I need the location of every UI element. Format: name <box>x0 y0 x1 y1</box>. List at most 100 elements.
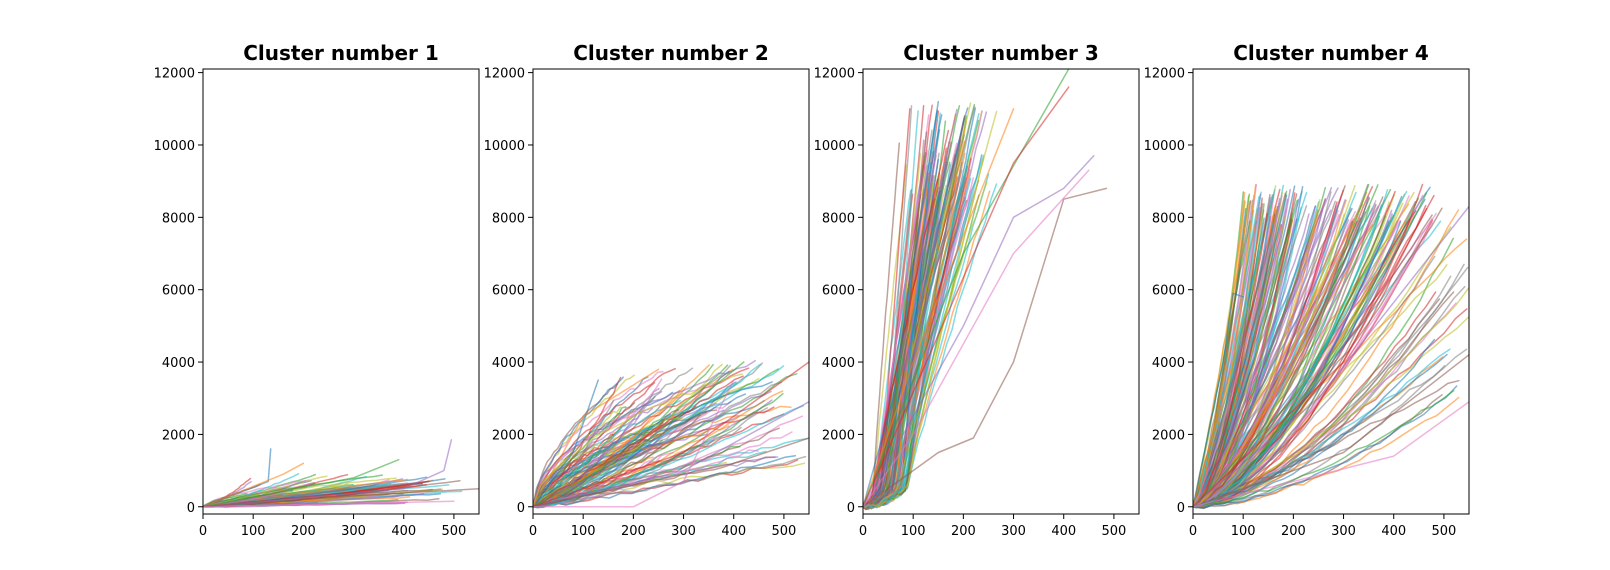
x-tick-label: 100 <box>901 524 926 539</box>
series-line <box>863 108 1015 508</box>
series-line <box>863 187 1108 508</box>
series-line <box>1193 338 1436 509</box>
x-tick-label: 500 <box>441 524 466 539</box>
y-tick-label: 2000 <box>822 428 855 443</box>
y-tick-label: 12000 <box>484 67 525 82</box>
series-line <box>863 155 1095 508</box>
series-line <box>533 409 718 508</box>
series-line <box>533 417 684 508</box>
series-line <box>863 169 1090 508</box>
y-tick-label: 8000 <box>822 211 855 226</box>
cluster-panel-1: Cluster number 1 0 100 200 300 400 500 0 2000 400… <box>154 41 480 539</box>
series-line <box>533 441 614 508</box>
y-tick-label: 6000 <box>492 284 525 299</box>
series-line <box>1193 205 1469 508</box>
y-tick-label: 10000 <box>814 139 855 154</box>
series-line <box>533 361 745 508</box>
axes-frame <box>202 68 480 515</box>
series-line <box>533 379 735 508</box>
series-line <box>1193 184 1370 508</box>
series-line <box>533 437 809 508</box>
x-tick-label: 400 <box>1051 524 1076 539</box>
y-tick-label: 10000 <box>154 139 195 154</box>
series-line <box>1193 221 1354 508</box>
series-line <box>203 500 455 508</box>
x-tick-label: 500 <box>771 524 796 539</box>
series-line <box>533 393 747 508</box>
series-line <box>533 360 756 508</box>
series-line <box>1193 200 1336 508</box>
cluster-panel-4: Cluster number 4 0 100 200 300 400 500 0 2000 400… <box>1144 41 1470 539</box>
series-line <box>1193 183 1424 508</box>
series-line <box>1193 213 1310 508</box>
x-tick-label: 0 <box>1189 524 1197 539</box>
x-tick-label: 0 <box>859 524 867 539</box>
y-tick-label: 2000 <box>162 428 195 443</box>
series-line <box>1193 396 1460 508</box>
y-tick-label: 4000 <box>1152 356 1185 371</box>
y-tick-label: 6000 <box>1152 284 1185 299</box>
series-line <box>1193 292 1244 508</box>
x-tick-label: 100 <box>571 524 596 539</box>
series-line <box>1193 389 1455 508</box>
y-tick-label: 12000 <box>154 67 195 82</box>
axes-frame <box>1192 68 1470 515</box>
x-tick-label: 500 <box>1431 524 1456 539</box>
x-tick-label: 200 <box>621 524 646 539</box>
series-line <box>1193 198 1299 508</box>
series-line <box>1193 184 1257 508</box>
series-group <box>863 69 1108 511</box>
series-line <box>1193 353 1448 508</box>
series-line <box>533 368 660 508</box>
series-line <box>533 414 701 508</box>
series-line <box>203 480 430 508</box>
series-line <box>533 361 809 508</box>
x-tick-label: 100 <box>1231 524 1256 539</box>
series-line <box>1193 401 1469 508</box>
series-line <box>1193 184 1356 508</box>
series-line <box>1193 195 1260 508</box>
y-tick-label: 2000 <box>1152 428 1185 443</box>
y-tick-label: 4000 <box>162 356 195 371</box>
y-tick-label: 12000 <box>1144 67 1185 82</box>
cluster-panel-2: Cluster number 2 0 100 200 300 400 500 0 2000 400… <box>484 41 810 539</box>
x-tick-label: 200 <box>1281 524 1306 539</box>
x-tick-label: 300 <box>671 524 696 539</box>
y-tick-label: 10000 <box>1144 139 1185 154</box>
x-tick-label: 200 <box>291 524 316 539</box>
series-line <box>1193 354 1469 508</box>
series-line <box>533 376 649 508</box>
series-group <box>203 439 479 508</box>
series-line <box>863 161 963 508</box>
series-line <box>1193 200 1377 508</box>
y-tick-label: 0 <box>1177 501 1185 516</box>
series-line <box>1193 255 1436 508</box>
y-tick-label: 6000 <box>162 284 195 299</box>
x-tick-label: 0 <box>529 524 537 539</box>
series-line <box>1193 287 1469 508</box>
series-line <box>863 183 998 508</box>
series-line <box>203 462 305 508</box>
series-line <box>533 379 599 508</box>
series-line <box>1193 385 1458 509</box>
x-tick-label: 400 <box>1381 524 1406 539</box>
y-tick-label: 4000 <box>822 356 855 371</box>
series-line <box>863 69 1070 508</box>
chart-title: Cluster number 1 <box>243 41 439 65</box>
axes-frame <box>862 68 1140 515</box>
y-tick-label: 0 <box>517 501 525 516</box>
series-line <box>863 149 929 509</box>
chart-title: Cluster number 3 <box>903 41 1099 65</box>
series-line <box>533 370 730 508</box>
series-line <box>533 377 730 508</box>
y-tick-label: 6000 <box>822 284 855 299</box>
chart-title: Cluster number 4 <box>1233 41 1429 65</box>
x-tick-label: 500 <box>1101 524 1126 539</box>
series-line <box>863 181 988 508</box>
series-line <box>533 373 744 508</box>
series-line <box>533 376 624 508</box>
series-line <box>203 458 400 508</box>
x-tick-label: 100 <box>241 524 266 539</box>
series-line <box>533 407 768 509</box>
y-tick-label: 8000 <box>162 211 195 226</box>
